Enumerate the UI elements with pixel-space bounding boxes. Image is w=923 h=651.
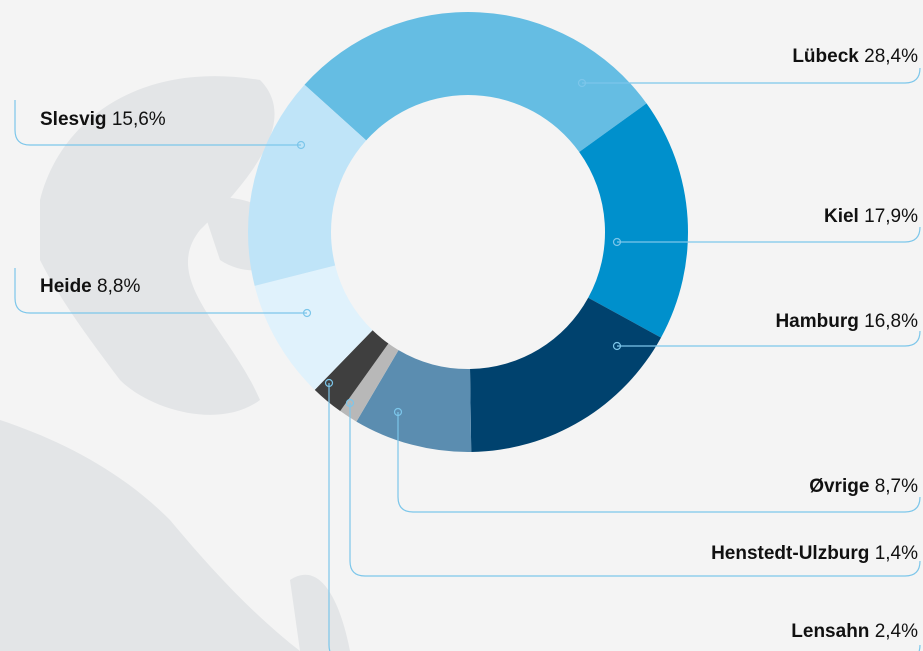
segment-value: 15,6% [112, 109, 166, 130]
segment-name: Øvrige [809, 476, 869, 497]
donut-segment [470, 297, 662, 452]
segment-label: Lübeck 28,4% [792, 46, 918, 67]
segment-value: 1,4% [875, 543, 918, 564]
donut-segment [247, 84, 367, 286]
leader-line [617, 226, 921, 243]
leader-dot [612, 237, 622, 247]
segment-value: 17,9% [864, 206, 918, 227]
segment-label: Hamburg 16,8% [775, 311, 918, 332]
segment-value: 16,8% [864, 311, 918, 332]
leader-dot [345, 398, 355, 408]
segment-label: Slesvig 15,6% [40, 109, 166, 130]
donut-segment [340, 343, 399, 422]
donut-segment [579, 103, 688, 338]
segment-value: 28,4% [864, 46, 918, 67]
donut-segment [314, 330, 389, 412]
segment-label: Kiel 17,9% [824, 206, 918, 227]
leader-line [617, 330, 921, 347]
segment-label: Øvrige 8,7% [809, 476, 918, 497]
segment-value: 2,4% [875, 621, 918, 642]
leader-dot [577, 78, 587, 88]
segment-name: Kiel [824, 206, 859, 227]
leader-dot [324, 378, 334, 388]
segment-label: Heide 8,8% [40, 276, 140, 297]
segment-name: Slesvig [40, 109, 107, 130]
segment-value: 8,8% [97, 276, 140, 297]
segment-name: Heide [40, 276, 92, 297]
leader-dot [302, 308, 312, 318]
donut-segment [356, 350, 472, 452]
segment-label: Lensahn 2,4% [791, 621, 918, 642]
segment-name: Lübeck [792, 46, 859, 67]
donut-segment [304, 11, 647, 152]
segment-name: Lensahn [791, 621, 869, 642]
leader-line [14, 100, 301, 146]
leader-line [349, 403, 921, 577]
leader-line [397, 412, 921, 513]
segment-label: Henstedt-Ulzburg 1,4% [711, 543, 918, 564]
donut-segment [254, 265, 373, 390]
leader-dot [296, 140, 306, 150]
leader-dot [393, 407, 403, 417]
segment-value: 8,7% [875, 476, 918, 497]
leader-line [582, 67, 921, 84]
leader-dot [612, 341, 622, 351]
segment-name: Henstedt-Ulzburg [711, 543, 869, 564]
segment-name: Hamburg [775, 311, 858, 332]
leader-line [14, 268, 307, 314]
